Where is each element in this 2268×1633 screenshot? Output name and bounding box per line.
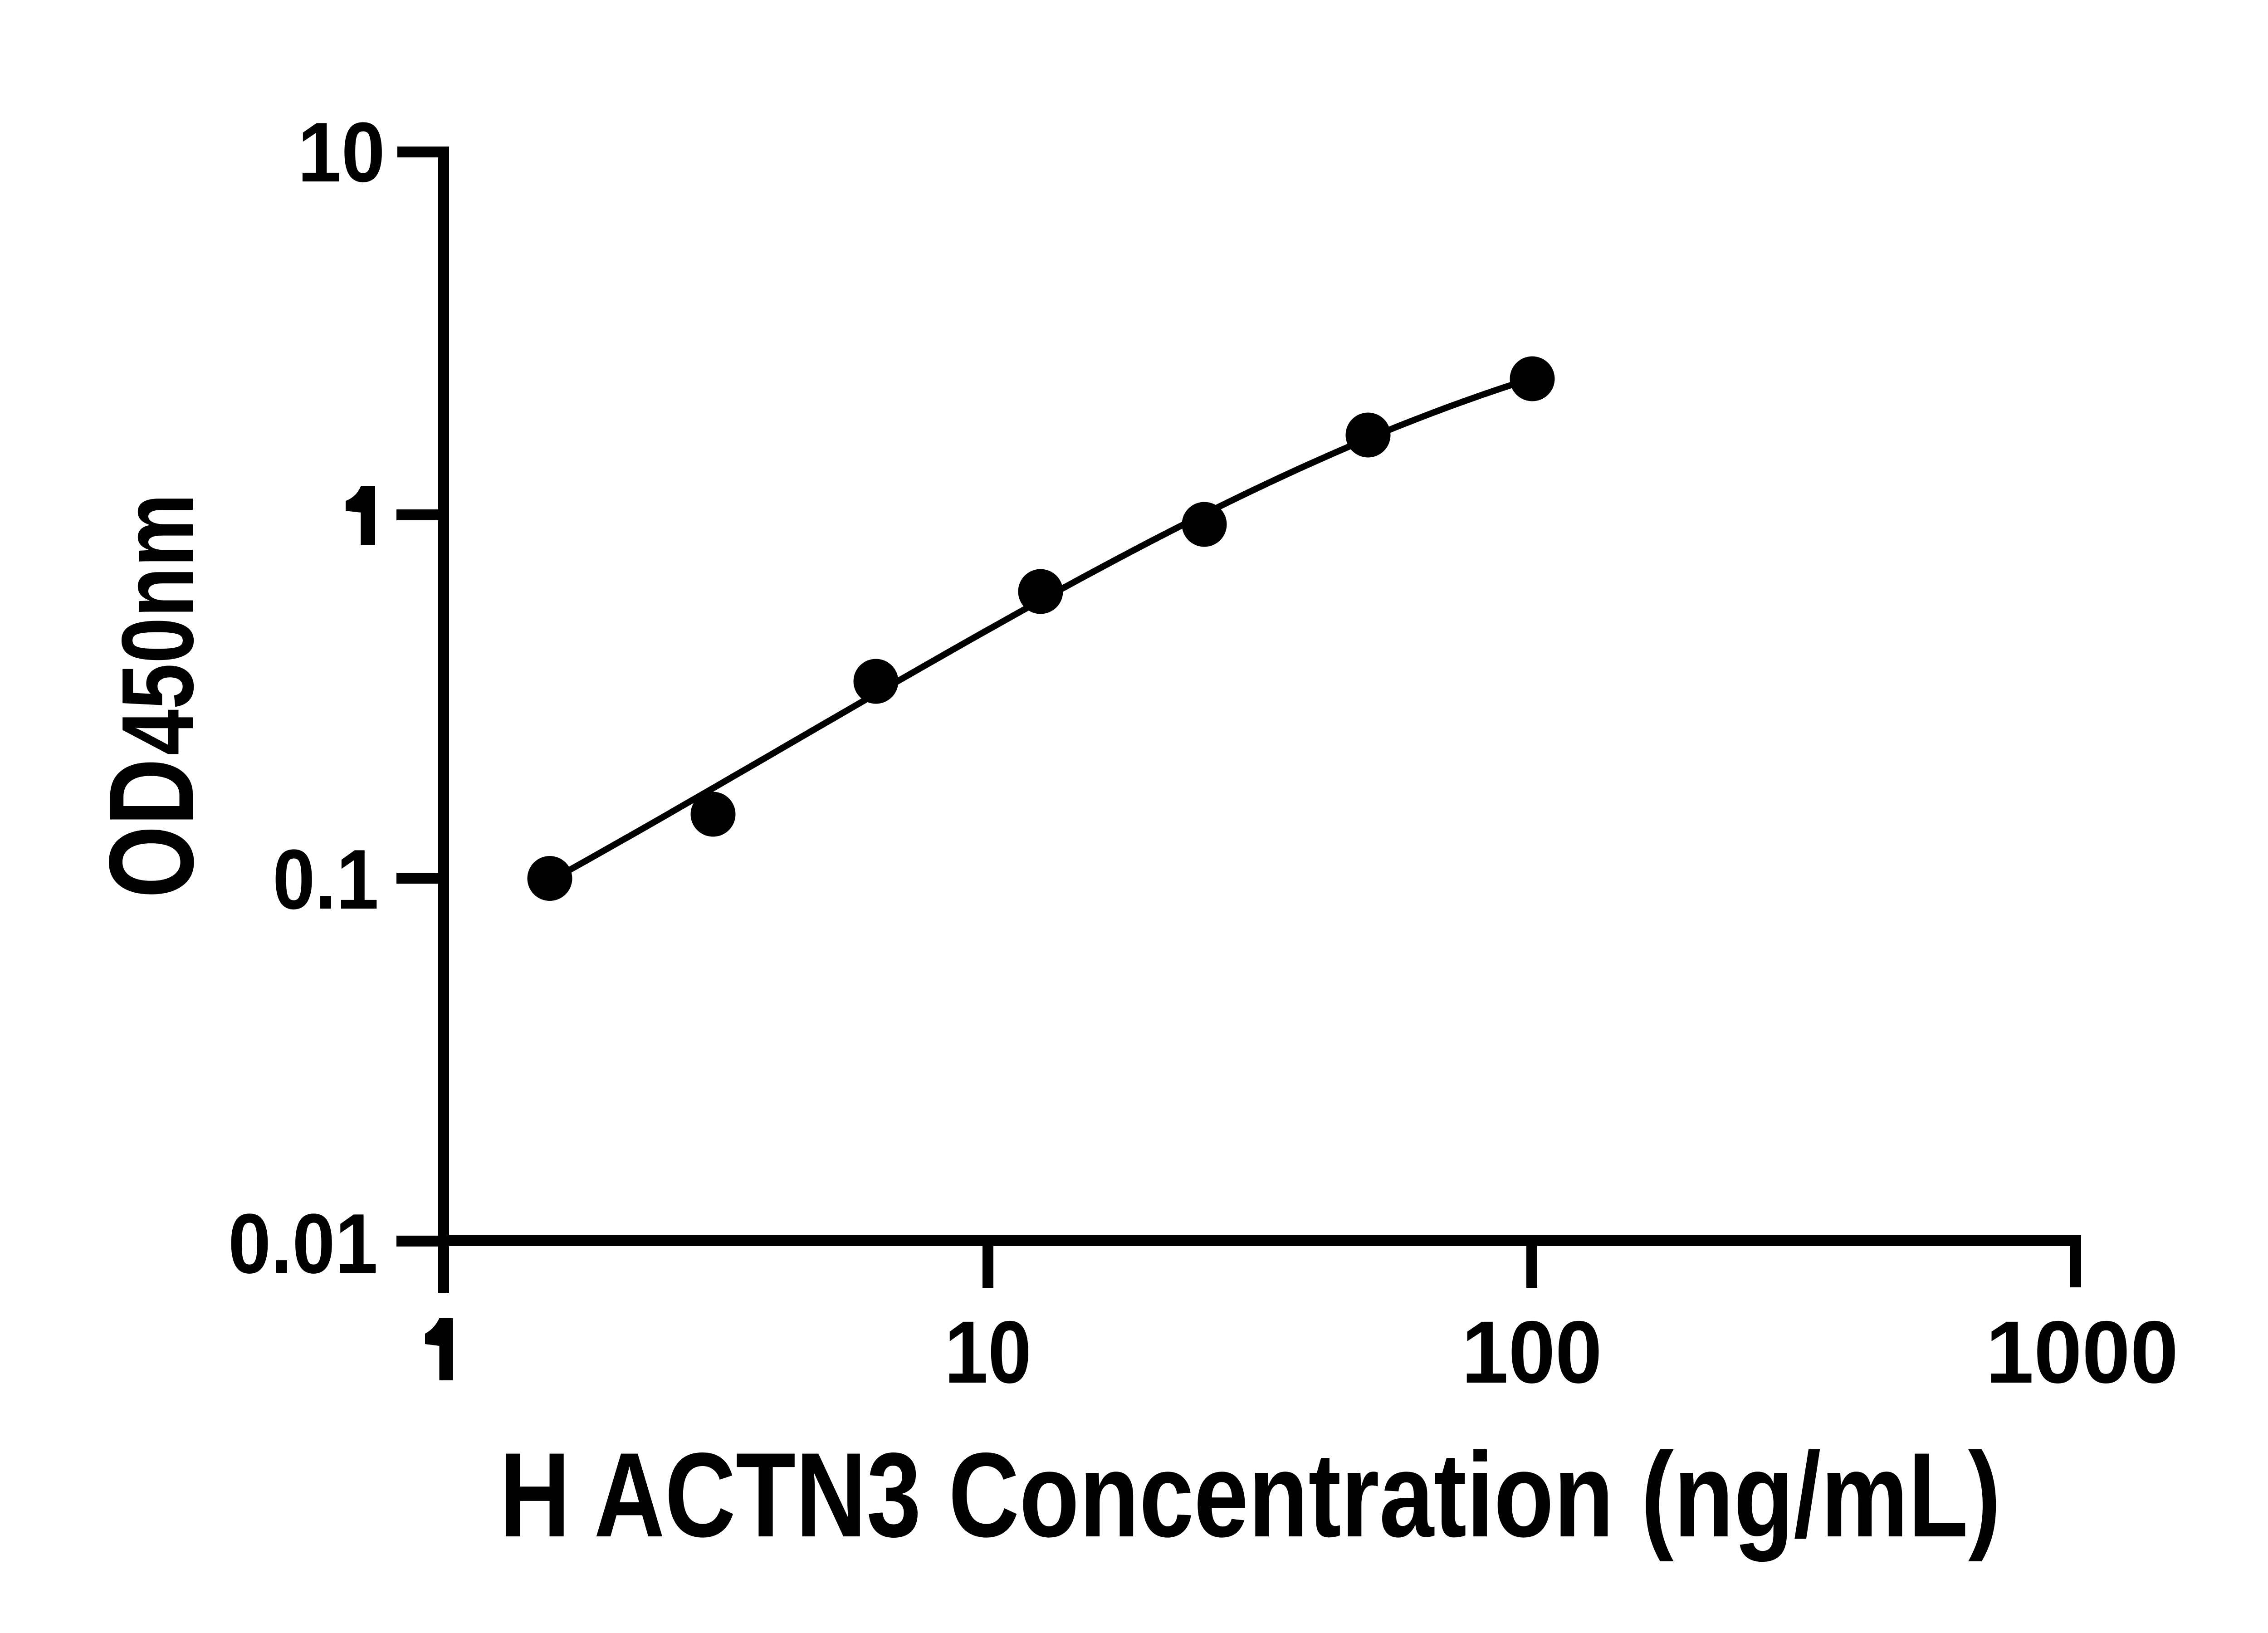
svg-text:10: 10: [298, 105, 385, 200]
svg-text:0.01: 0.01: [228, 1196, 378, 1291]
svg-text:450nm: 450nm: [100, 494, 215, 755]
svg-text:10: 10: [944, 1303, 1031, 1402]
svg-text:OD: OD: [84, 758, 219, 898]
svg-text:100: 100: [1461, 1303, 1602, 1402]
svg-text:1000: 1000: [1986, 1303, 2179, 1402]
svg-text:0.1: 0.1: [273, 832, 379, 927]
svg-text:H ACTN3 Concentration (ng/mL): H ACTN3 Concentration (ng/mL): [499, 1428, 2001, 1563]
